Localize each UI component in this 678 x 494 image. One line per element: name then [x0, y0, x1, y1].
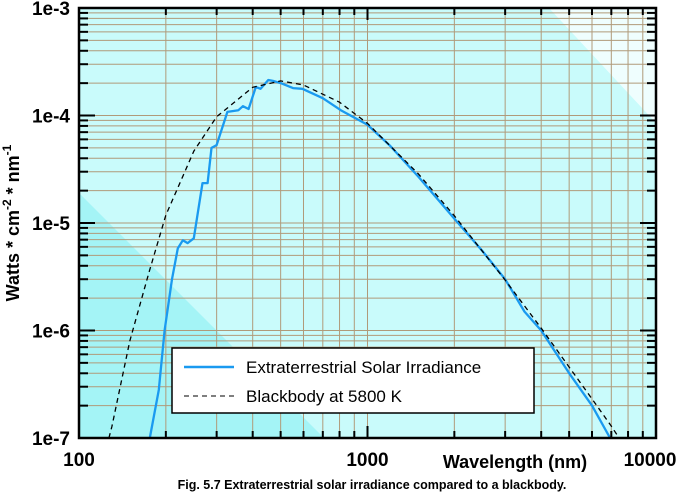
y-label-mid: * nm [3, 155, 23, 199]
x-tick-label: 10000 [624, 450, 677, 471]
legend-box [171, 347, 535, 414]
series-layer [108, 78, 620, 438]
y-tick-label: 1e-5 [32, 214, 70, 235]
legend-label-solar: Extraterrestrial Solar Irradiance [246, 358, 481, 377]
axis-ticks [79, 8, 656, 438]
x-tick-label: 1000 [346, 450, 388, 471]
y-label-base: Watts * cm [3, 210, 23, 301]
y-tick-label: 1e-6 [32, 322, 70, 343]
x-tick-label: 100 [63, 450, 95, 471]
y-tick-label: 1e-7 [32, 429, 70, 450]
y-tick-label: 1e-4 [32, 107, 70, 128]
x-axis-label: Wavelength (nm) [443, 452, 587, 472]
y-label-sup2: -1 [0, 144, 14, 155]
tick-labels: 100 1000 10000 1e-3 1e-4 1e-5 1e-6 1e-7 [32, 0, 676, 471]
y-tick-label: 1e-3 [32, 0, 70, 20]
y-label-sup1: -2 [0, 199, 14, 210]
series-line-blackbody [108, 80, 620, 438]
legend: Extraterrestrial Solar Irradiance Blackb… [171, 347, 535, 414]
y-axis-label: Watts * cm-2 * nm-1 [0, 144, 23, 301]
legend-label-blackbody: Blackbody at 5800 K [246, 387, 403, 406]
figure-caption: Fig. 5.7 Extraterrestrial solar irradian… [178, 478, 567, 492]
background-light-region [549, 8, 656, 123]
